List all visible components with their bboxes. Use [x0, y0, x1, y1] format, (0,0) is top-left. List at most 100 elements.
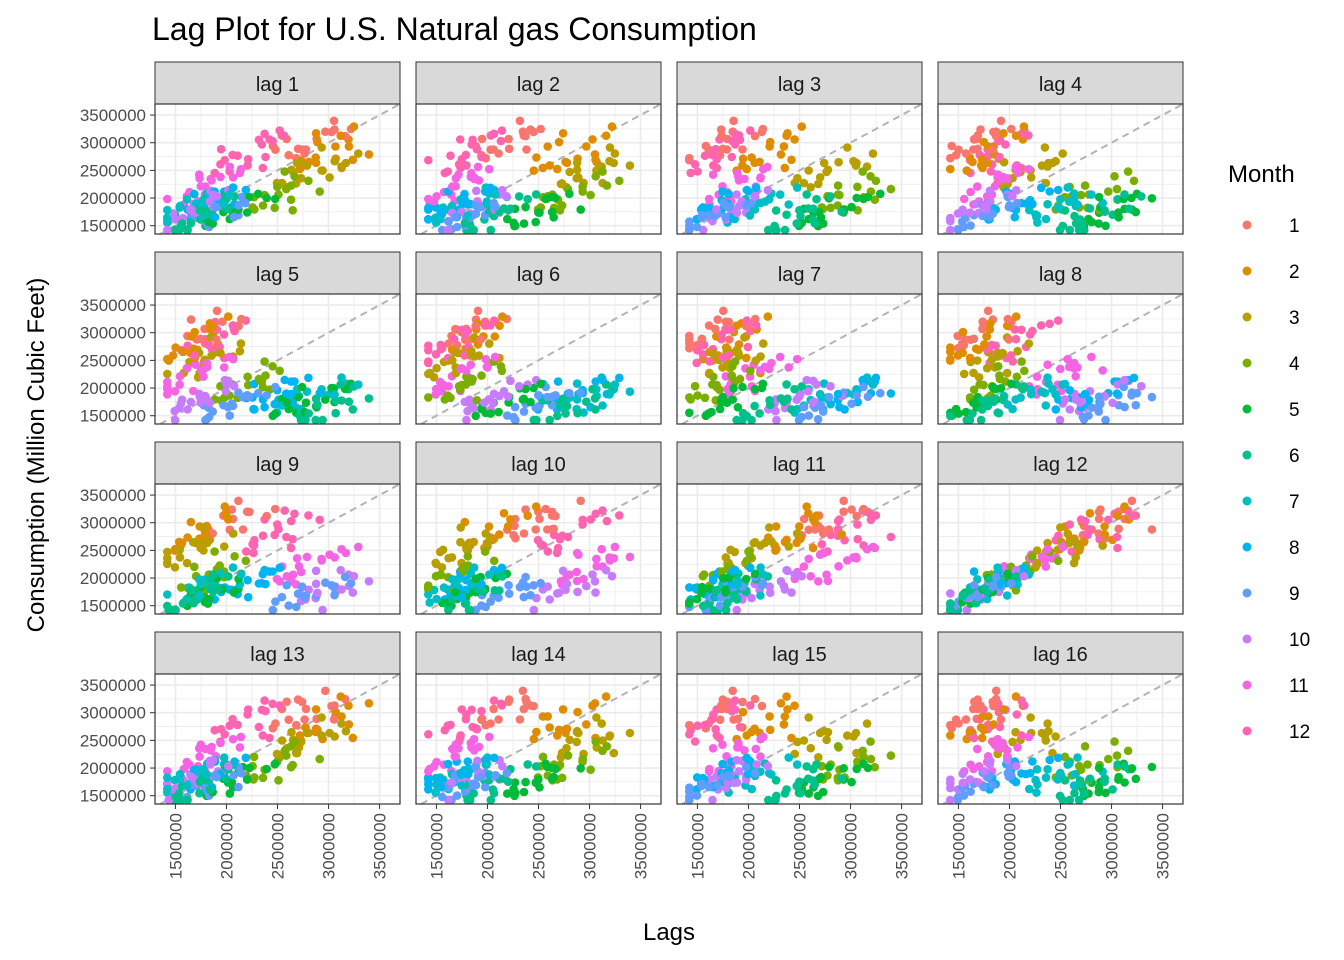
data-point [288, 206, 298, 215]
data-point [771, 776, 781, 785]
data-point [212, 335, 221, 344]
legend-label: 9 [1289, 584, 1300, 605]
data-point [750, 384, 760, 394]
reference-line [942, 673, 1184, 805]
data-point [958, 348, 967, 358]
data-point [610, 149, 620, 158]
data-point [460, 218, 470, 228]
data-point [795, 777, 804, 786]
panel-border [154, 483, 401, 615]
data-point [187, 586, 196, 595]
data-point [506, 376, 515, 386]
data-point [970, 398, 979, 407]
data-point [572, 576, 582, 586]
facet-strip-label: lag 8 [1039, 264, 1082, 286]
data-point [977, 733, 987, 743]
data-point [712, 205, 721, 214]
data-point [301, 704, 311, 714]
data-point [598, 506, 607, 515]
data-point [190, 189, 199, 199]
data-point [499, 387, 509, 396]
data-point [853, 182, 862, 192]
data-point [468, 722, 477, 732]
data-point [523, 760, 532, 769]
data-point [692, 222, 702, 232]
data-point [996, 116, 1006, 126]
data-point [521, 202, 530, 212]
data-point [958, 590, 968, 599]
data-point [212, 306, 222, 316]
data-point [847, 777, 856, 787]
data-point [254, 135, 264, 145]
data-point [216, 172, 225, 182]
data-point [529, 127, 538, 137]
data-point [317, 731, 327, 740]
data-point [349, 122, 359, 131]
data-point [526, 397, 535, 407]
data-point [534, 775, 543, 784]
facet-strip [937, 631, 1184, 675]
panel-border [937, 293, 1184, 425]
data-point [497, 126, 507, 135]
data-point [719, 306, 728, 316]
data-point [258, 731, 268, 740]
data-point [313, 588, 322, 598]
data-point [449, 334, 459, 344]
data-point [572, 726, 582, 736]
legend-key [1242, 404, 1252, 414]
data-point [759, 732, 768, 742]
data-point [529, 166, 539, 175]
data-point [163, 377, 172, 387]
x-tick-label: 3500000 [1154, 813, 1173, 879]
data-point [200, 391, 210, 401]
data-point [297, 145, 307, 154]
data-point [448, 356, 457, 365]
data-point [1032, 546, 1042, 555]
data-point [738, 707, 748, 717]
data-point [724, 771, 734, 780]
data-point [274, 776, 283, 785]
data-point [163, 773, 172, 782]
data-point [329, 116, 339, 126]
data-point [1137, 381, 1146, 391]
data-point [471, 209, 481, 218]
data-point [174, 403, 184, 413]
data-point [980, 767, 989, 776]
data-point [200, 530, 210, 539]
data-point [486, 131, 496, 140]
data-point [268, 362, 277, 371]
data-point [532, 153, 541, 162]
data-point [787, 155, 796, 165]
data-point [521, 131, 530, 141]
data-point [977, 155, 987, 165]
legend-key [1242, 312, 1252, 322]
data-point [1123, 167, 1133, 176]
data-point [999, 705, 1008, 714]
data-point [729, 116, 738, 126]
data-points [946, 686, 1157, 805]
data-point [999, 394, 1008, 404]
data-point [534, 390, 543, 400]
data-point [344, 701, 353, 710]
data-point [799, 562, 809, 571]
data-point [271, 409, 280, 418]
data-point [764, 523, 774, 532]
data-point [1123, 746, 1133, 756]
data-point [293, 589, 303, 598]
y-tick-label: 1500000 [80, 597, 146, 616]
data-point [447, 345, 457, 355]
data-point [1112, 751, 1122, 760]
data-point [605, 553, 614, 562]
data-point [799, 736, 809, 745]
data-point [697, 210, 707, 220]
data-point [826, 381, 835, 391]
data-point [541, 194, 550, 204]
data-point [843, 143, 852, 152]
data-point [177, 538, 187, 548]
data-point [300, 715, 309, 724]
data-point [317, 556, 327, 565]
data-point [1037, 387, 1047, 397]
data-point [792, 219, 801, 228]
data-point [469, 403, 479, 413]
